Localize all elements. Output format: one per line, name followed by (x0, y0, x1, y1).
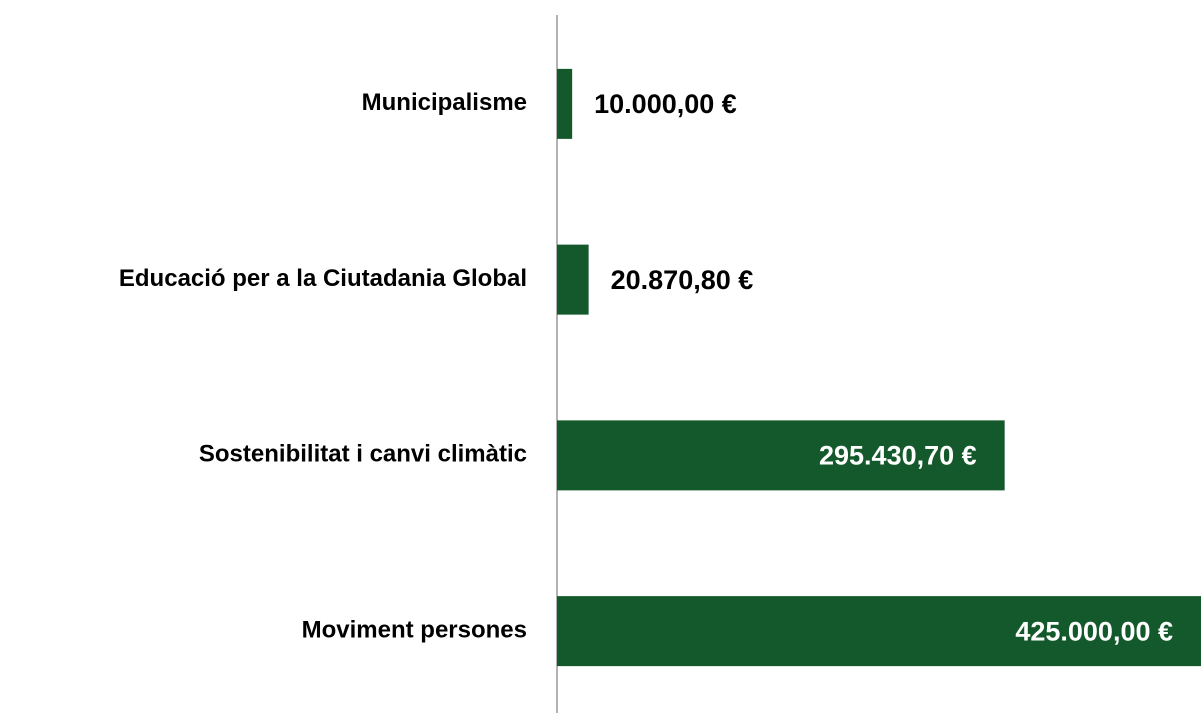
category-label: Sostenibilitat i canvi climàtic (199, 441, 527, 468)
category-label: Municipalisme (362, 89, 527, 116)
bar (557, 68, 573, 139)
category-label: Moviment persones (302, 616, 527, 643)
bar (557, 420, 1005, 491)
bar (557, 244, 589, 315)
value-label: 20.870,80 € (611, 265, 754, 295)
value-label: 10.000,00 € (594, 89, 737, 119)
bar (557, 596, 1201, 667)
value-label: 295.430,70 € (819, 441, 977, 471)
category-label: Educació per a la Ciutadania Global (119, 265, 527, 292)
value-label: 425.000,00 € (1015, 616, 1173, 646)
